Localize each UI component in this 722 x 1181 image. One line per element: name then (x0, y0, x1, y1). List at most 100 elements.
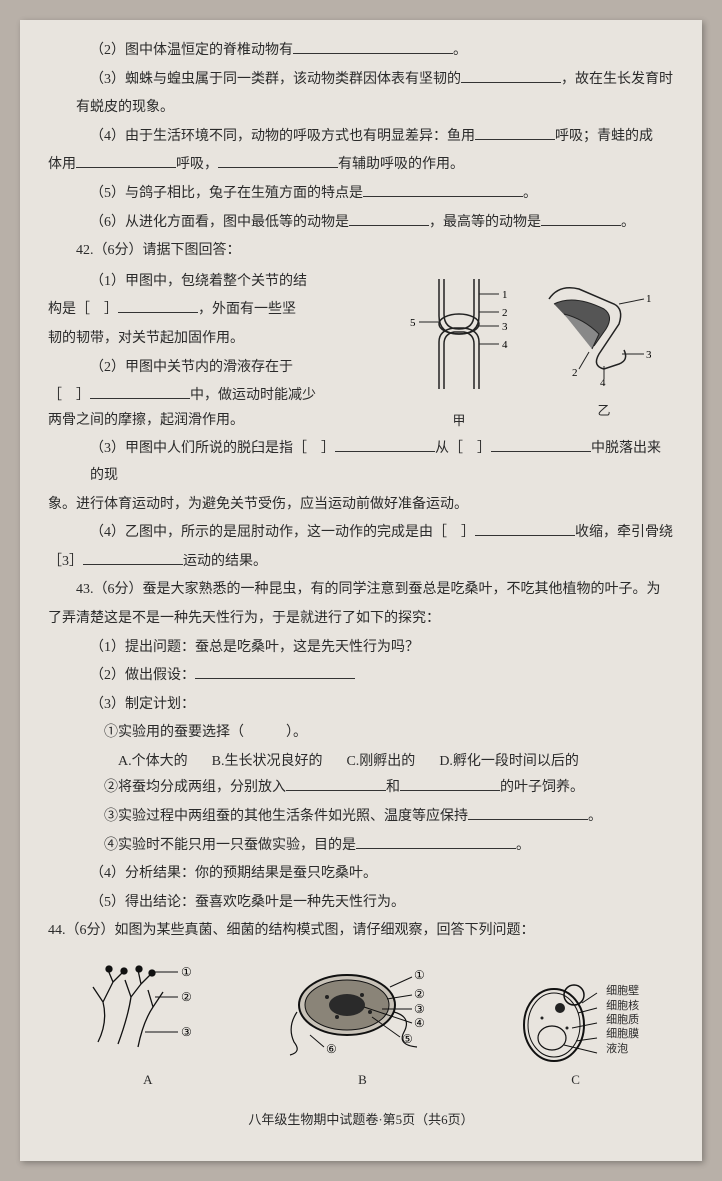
q43-3-2b: 和 (386, 780, 400, 795)
fig-b-label: B (282, 1068, 442, 1093)
q43-3-1: ①实验用的蚕要选择（ ）。 (48, 720, 674, 747)
q4-line1: （4）由于生活环境不同，动物的呼吸方式也有明显差异：鱼用 呼吸；青蛙的成 (48, 124, 674, 151)
q42-4-line2: ［3］ 运动的结果。 (48, 549, 674, 576)
blank (475, 124, 555, 139)
blank (218, 153, 338, 168)
blank (76, 153, 176, 168)
label-2: 2 (502, 307, 508, 319)
q42-1d: 韧的韧带，对关节起加固作用。 (48, 331, 244, 346)
q42-1c: ，外面有一些坚 (198, 302, 296, 317)
blank (541, 210, 621, 225)
arm-label-1: 1 (646, 293, 652, 305)
figure-area-42: （1）甲图中，包绕着整个关节的结 构是［ ］，外面有一些坚 韧的韧带，对关节起加… (48, 269, 674, 404)
opt-a: A.个体大的 (118, 749, 188, 776)
q3b: ，故在生长发育时 (561, 72, 673, 87)
q42-2a: （2）甲图中关节内的滑液存在于 (90, 360, 293, 375)
q44-text: 44.（6分）如图为某些真菌、细菌的结构模式图，请仔细观察，回答下列问题： (48, 923, 535, 938)
q3a: （3）蜘蛛与蝗虫属于同一类群，该动物类群因体表有坚韧的 (90, 72, 461, 87)
q42-3-line1: （3）甲图中人们所说的脱臼是指［ ］从［ ］中脱落出来的现 (48, 436, 674, 489)
bacterium-b-svg: ① ② ③ ④ ⑤ ⑥ (282, 957, 442, 1057)
opt-c: C.刚孵出的 (346, 749, 415, 776)
label-3: 3 (502, 321, 508, 333)
cell-labels: 细胞壁 细胞核 细胞质 细胞膜 液泡 (606, 984, 639, 1055)
exam-page: （2）图中体温恒定的脊椎动物有。 （3）蜘蛛与蝗虫属于同一类群，该动物类群因体表… (20, 20, 702, 1161)
fig-yi-label: 乙 (544, 399, 664, 424)
fig-a-label: A (83, 1068, 213, 1093)
q42-3-line2: 象。进行体育运动时，为避免关节受伤，应当运动前做好准备运动。 (48, 492, 674, 519)
fig-jia-label: 甲 (404, 409, 514, 434)
q42-2d-text: 两骨之间的摩擦，起润滑作用。 (48, 413, 244, 428)
q43-3-3-text: ③实验过程中两组蚕的其他生活条件如光照、温度等应保持 (104, 809, 468, 824)
cell-cytoplasm: 细胞质 (606, 1013, 639, 1027)
q42-text-col: （1）甲图中，包绕着整个关节的结 构是［ ］，外面有一些坚 韧的韧带，对关节起加… (48, 269, 378, 412)
q43-line1: 43.（6分）蚕是大家熟悉的一种昆虫，有的同学注意到蚕总是吃桑叶，不吃其他植物的… (48, 577, 674, 604)
blank (90, 384, 190, 399)
blank (468, 805, 588, 820)
cell-nucleus: 细胞核 (606, 999, 639, 1013)
q6b: ，最高等的动物是 (429, 215, 541, 230)
q3-line2: 有蜕皮的现象。 (48, 95, 674, 122)
label-4: 4 (502, 339, 508, 351)
blank (286, 776, 386, 791)
a-label-3: ③ (181, 1025, 192, 1039)
blank (491, 437, 591, 452)
q43-3-4-text: ④实验时不能只用一只蚕做实验，目的是 (104, 838, 356, 853)
figure-images: 1 2 3 4 5 甲 1 2 3 4 乙 (404, 269, 664, 434)
blank (356, 833, 516, 848)
a-label-2: ② (181, 990, 192, 1004)
q42-4b: 收缩，牵引骨绕 (575, 525, 673, 540)
q43-3-4: ④实验时不能只用一只蚕做实验，目的是。 (48, 833, 674, 860)
q6a: （6）从进化方面看，图中最低等的动物是 (90, 215, 349, 230)
arm-svg: 1 2 3 4 (544, 269, 664, 389)
q3c: 有蜕皮的现象。 (76, 100, 174, 115)
page-footer: 八年级生物期中试题卷·第5页（共6页） (48, 1108, 674, 1133)
q4d: 呼吸， (176, 157, 218, 172)
q4a: （4）由于生活环境不同，动物的呼吸方式也有明显差异：鱼用 (90, 129, 475, 144)
q43-3-2c: 的叶子饲养。 (500, 780, 584, 795)
q43-3-2a: ②将蚕均分成两组，分别放入 (104, 780, 286, 795)
b-label-5: ⑤ (402, 1032, 413, 1046)
micro-figures: ① ② ③ A ① ② ③ ④ ⑤ ⑥ B (48, 957, 674, 1092)
q42-4d: 运动的结果。 (183, 554, 267, 569)
blank (363, 182, 523, 197)
a-label-1: ① (181, 965, 192, 979)
q42-1a: （1）甲图中，包绕着整个关节的结 (90, 274, 307, 289)
blank (461, 67, 561, 82)
q42-4a: （4）乙图中，所示的是屈肘动作，这一动作的完成是由［ ］ (90, 525, 475, 540)
q43-3-2: ②将蚕均分成两组，分别放入 和 的叶子饲养。 (48, 775, 674, 802)
q2: （2）图中体温恒定的脊椎动物有。 (48, 38, 674, 65)
blank (293, 39, 453, 54)
q4-line2: 体用呼吸，有辅助呼吸的作用。 (48, 152, 674, 179)
blank (195, 664, 355, 679)
q43-3-1-text: ①实验用的蚕要选择（ ）。 (104, 725, 307, 740)
yeast-c-svg (512, 973, 602, 1068)
joint-svg: 1 2 3 4 5 (404, 269, 514, 399)
arm-label-4: 4 (600, 377, 606, 389)
q4b: 呼吸；青蛙的成 (555, 129, 653, 144)
cell-vacuole: 液泡 (606, 1042, 639, 1056)
q42-3d: 象。进行体育运动时，为避免关节受伤，应当运动前做好准备运动。 (48, 497, 468, 512)
q43-5: （5）得出结论：蚕喜欢吃桑叶是一种先天性行为。 (48, 890, 674, 917)
fig-c-label: C (512, 1068, 639, 1093)
q42-stem: 42.（6分）请据下图回答： (48, 238, 674, 265)
q42-text: 42.（6分）请据下图回答： (76, 243, 241, 258)
label-5: 5 (410, 317, 416, 329)
q43-5-text: （5）得出结论：蚕喜欢吃桑叶是一种先天性行为。 (90, 895, 405, 910)
q43-2: （2）做出假设： (48, 663, 674, 690)
q5: （5）与鸽子相比，兔子在生殖方面的特点是。 (48, 181, 674, 208)
blank (349, 210, 429, 225)
blank (118, 298, 198, 313)
q43-3-3: ③实验过程中两组蚕的其他生活条件如光照、温度等应保持。 (48, 804, 674, 831)
q43-1-text: （1）提出问题：蚕总是吃桑叶，这是先天性行为吗？ (90, 640, 419, 655)
arm-label-3: 3 (646, 349, 652, 361)
b-label-1: ① (414, 968, 425, 982)
fig-b-col: ① ② ③ ④ ⑤ ⑥ B (282, 957, 442, 1092)
blank (400, 776, 500, 791)
b-label-6: ⑥ (326, 1042, 337, 1056)
cell-membrane: 细胞膜 (606, 1027, 639, 1041)
blank (475, 521, 575, 536)
q43-4: （4）分析结果：你的预期结果是蚕只吃桑叶。 (48, 861, 674, 888)
q42-4c: ［3］ (48, 554, 83, 569)
q42-2c: 中，做运动时能减少 (190, 388, 316, 403)
joint-figure: 1 2 3 4 5 甲 (404, 269, 514, 434)
